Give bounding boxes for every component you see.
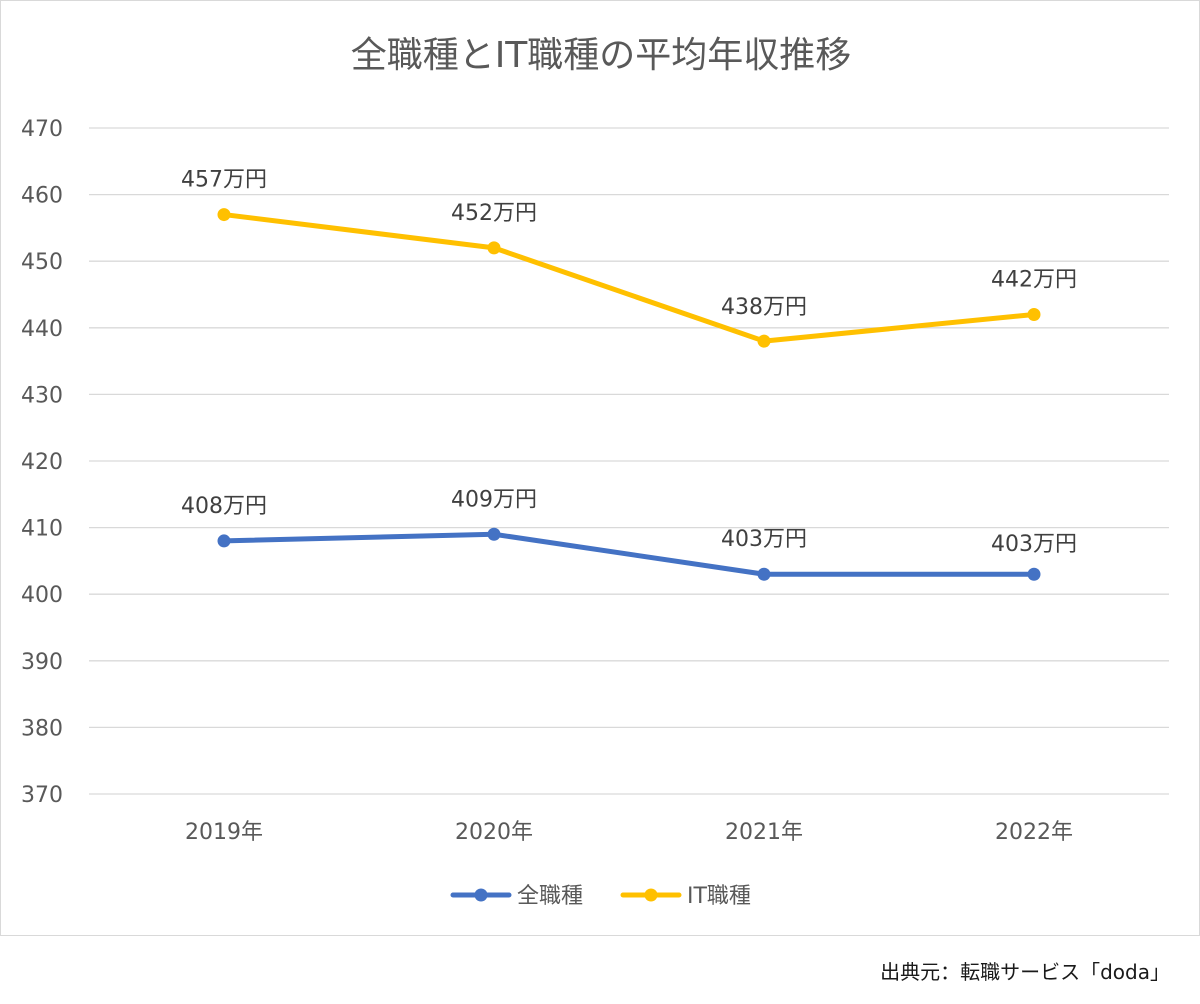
data-point <box>487 527 501 541</box>
data-label: 408万円 <box>181 494 267 519</box>
line-chart: 全職種とIT職種の平均年収推移 470 460 450 440 430 420 410 400… <box>21 35 1169 909</box>
data-label: 403万円 <box>991 532 1077 557</box>
y-tick-label: 380 <box>21 716 63 741</box>
x-tick-label: 2022年 <box>995 820 1073 845</box>
legend: 全職種 IT職種 <box>450 884 751 909</box>
x-axis-ticks: 2019年 2020年 2021年 2022年 <box>185 820 1073 845</box>
y-tick-label: 370 <box>21 783 63 808</box>
x-tick-label: 2021年 <box>725 820 803 845</box>
data-point <box>757 567 771 581</box>
legend-label: 全職種 <box>517 884 583 909</box>
data-label: 403万円 <box>721 527 807 552</box>
y-tick-label: 470 <box>21 117 63 142</box>
y-tick-label: 400 <box>21 583 63 608</box>
y-tick-label: 450 <box>21 250 63 275</box>
data-point <box>217 208 231 222</box>
y-tick-label: 430 <box>21 383 63 408</box>
data-label: 438万円 <box>721 295 807 320</box>
y-tick-label: 420 <box>21 450 63 475</box>
chart-title: 全職種とIT職種の平均年収推移 <box>351 35 852 76</box>
legend-label: IT職種 <box>687 884 751 909</box>
legend-marker <box>644 888 658 902</box>
y-tick-label: 440 <box>21 317 63 342</box>
y-tick-label: 460 <box>21 184 63 209</box>
series-line <box>221 212 1037 344</box>
legend-marker <box>474 888 488 902</box>
y-tick-label: 410 <box>21 517 63 542</box>
chart-area: 全職種とIT職種の平均年収推移 470 460 450 440 430 420 410 400… <box>0 0 1200 936</box>
x-tick-label: 2019年 <box>185 820 263 845</box>
data-point <box>1027 307 1041 321</box>
data-label: 442万円 <box>991 267 1077 292</box>
series-line <box>221 531 1037 577</box>
data-labels: 408万円 409万円 403万円 403万円 457万円 452万円 438万円 442万円 <box>181 168 1077 558</box>
gridlines <box>89 127 1169 795</box>
data-point <box>1027 567 1041 581</box>
data-label: 452万円 <box>451 201 537 226</box>
x-tick-label: 2020年 <box>455 820 533 845</box>
data-label: 457万円 <box>181 168 267 193</box>
series-lines <box>217 208 1041 581</box>
data-label: 409万円 <box>451 487 537 512</box>
data-point <box>217 534 231 548</box>
data-point <box>757 334 771 348</box>
source-note: 出典元：転職サービス「doda」 <box>880 960 1170 984</box>
y-axis-ticks: 470 460 450 440 430 420 410 400 390 380 370 <box>21 117 63 808</box>
y-tick-label: 390 <box>21 650 63 675</box>
data-point <box>487 241 501 255</box>
